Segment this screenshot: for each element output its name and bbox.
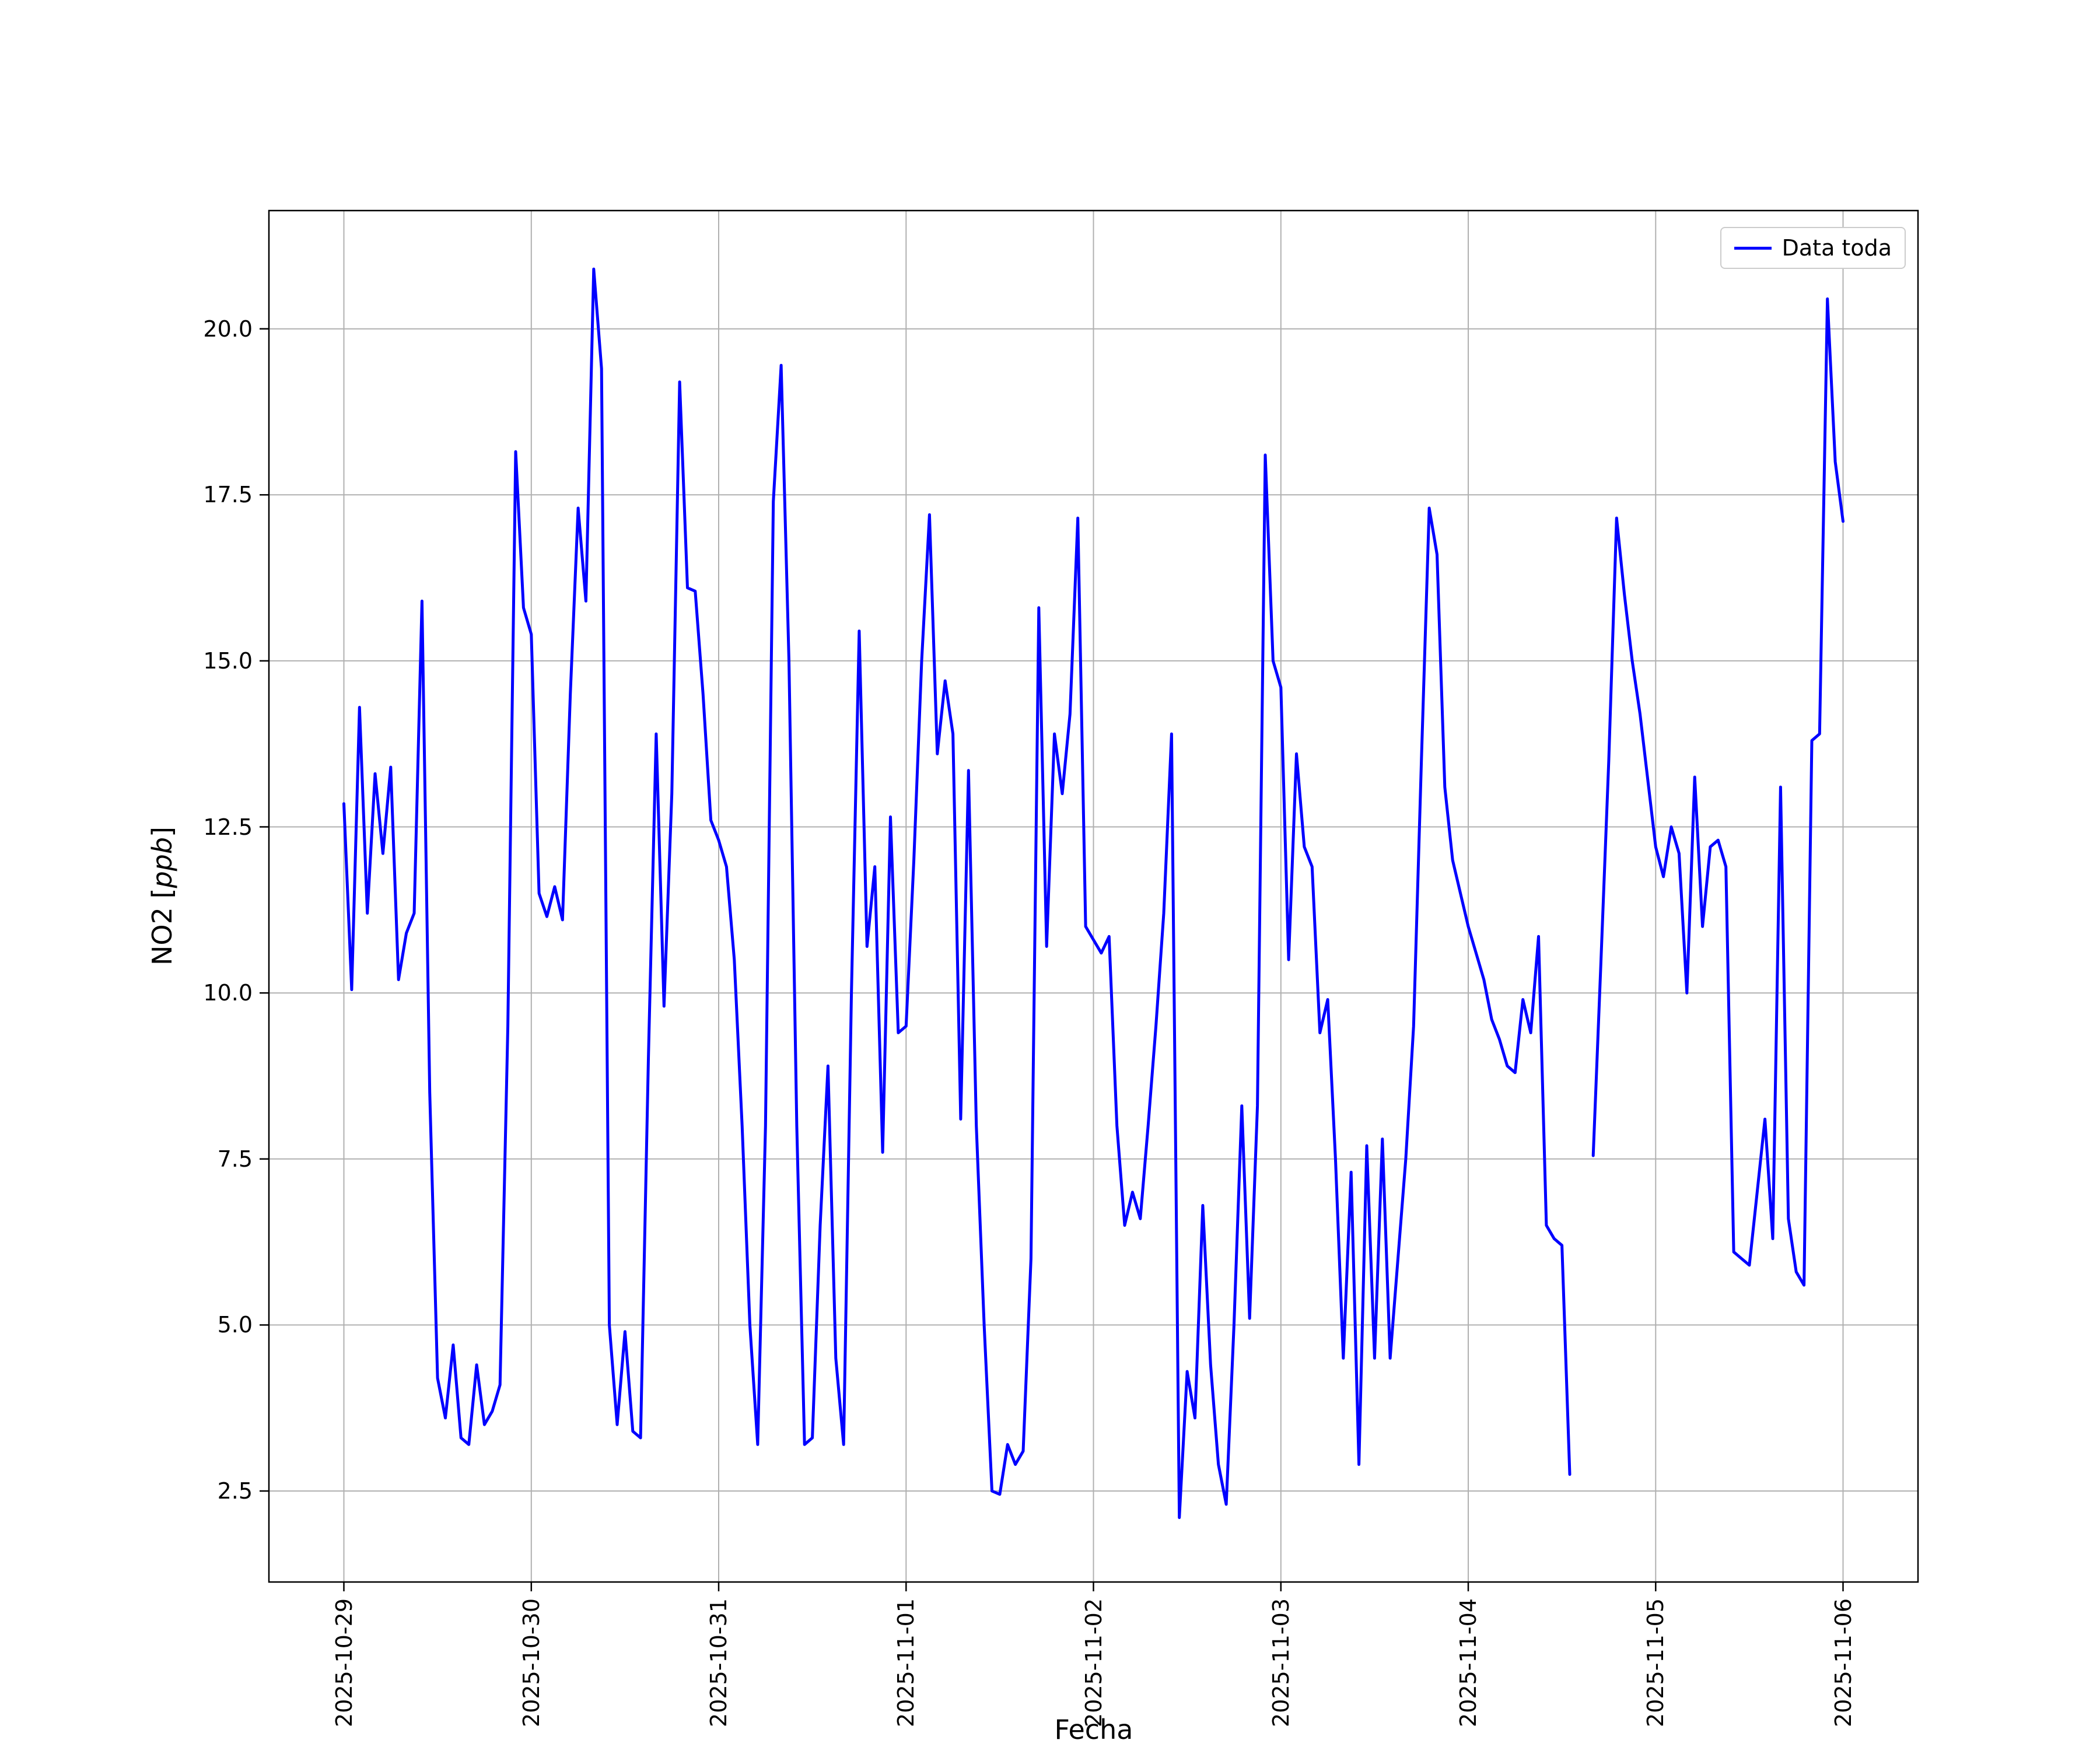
x-tick-label: 2025-11-04 <box>1455 1598 1481 1727</box>
legend-label: Data toda <box>1782 235 1892 261</box>
y-tick-label: 10.0 <box>203 980 253 1006</box>
y-tick-label: 17.5 <box>203 482 253 508</box>
y-axis-label-prefix: NO2 [ <box>146 888 178 966</box>
y-axis-label-units: ppb <box>146 836 178 888</box>
x-tick-label: 2025-11-01 <box>893 1598 919 1727</box>
legend: Data toda <box>1720 227 1906 269</box>
y-tick-label: 2.5 <box>217 1478 253 1504</box>
x-tick-label: 2025-10-30 <box>518 1598 544 1727</box>
x-tick-label: 2025-11-03 <box>1268 1598 1294 1727</box>
x-axis-label: Fecha <box>1054 1714 1133 1745</box>
y-axis-label: NO2 [ppb] <box>146 827 178 965</box>
x-tick-label: 2025-10-31 <box>706 1598 732 1727</box>
y-tick-label: 5.0 <box>217 1312 253 1338</box>
legend-line-sample <box>1734 246 1772 250</box>
x-tick-label: 2025-11-06 <box>1830 1598 1856 1727</box>
x-tick-label: 2025-10-29 <box>331 1598 357 1727</box>
y-tick-label: 20.0 <box>203 316 253 342</box>
data-series-line <box>342 267 1845 1520</box>
x-tick-label: 2025-11-02 <box>1080 1598 1107 1727</box>
y-tick-label: 7.5 <box>217 1146 253 1172</box>
y-tick-label: 12.5 <box>203 814 253 840</box>
y-tick-label: 15.0 <box>203 648 253 674</box>
plot-frame <box>268 209 1919 1583</box>
x-tick-label: 2025-11-05 <box>1643 1598 1669 1727</box>
